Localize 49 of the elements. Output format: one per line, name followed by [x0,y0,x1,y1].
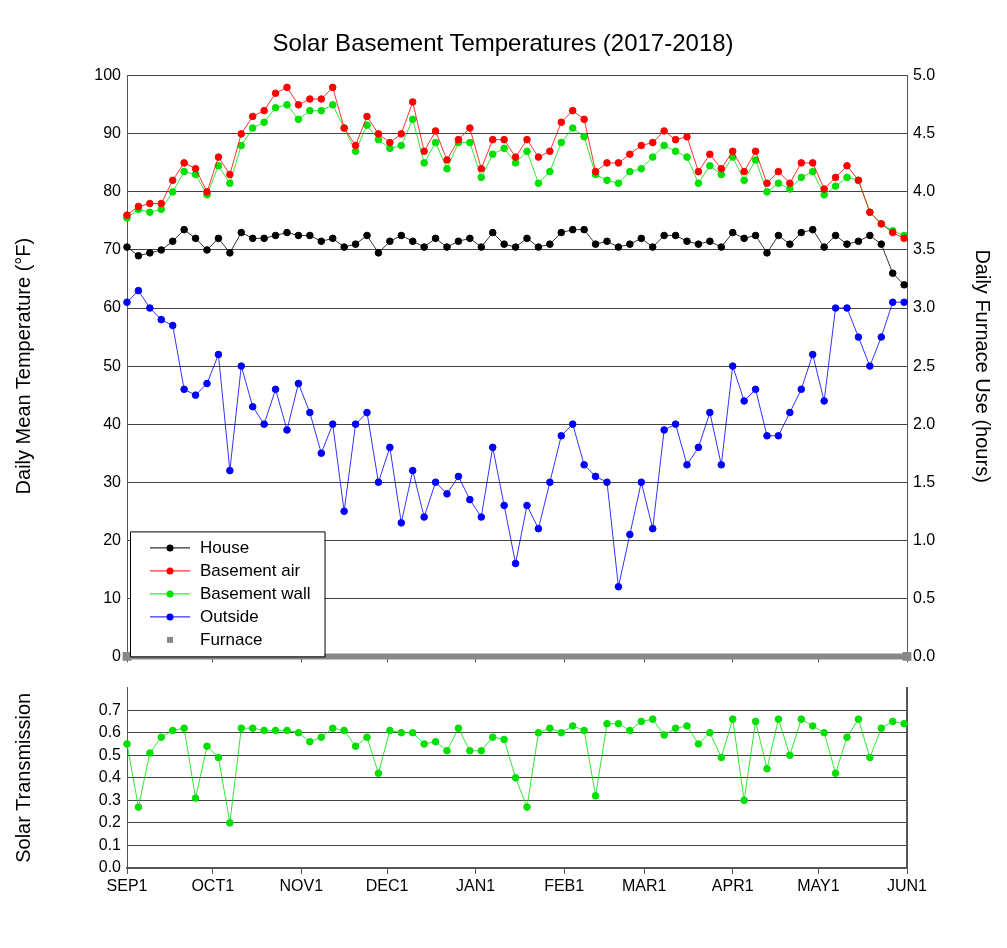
chart-title: Solar Basement Temperatures (2017-2018) [272,29,734,57]
y-tick-label: 30 [103,472,122,490]
y-tick-label: 60 [103,298,122,316]
y2-tick-label: 2.5 [913,356,936,374]
y-tick-label: 0.3 [98,790,122,808]
y-tick-label: 0.4 [98,768,122,786]
x-tick-label: MAR1 [621,877,667,895]
y-tick-label: 0.2 [98,813,122,831]
x-tick-label: MAY1 [797,877,840,895]
y2-tick-label: 3.5 [913,240,936,258]
y-tick-label: 90 [103,124,122,142]
legend-label: Basement wall [200,583,311,603]
x-tick-label: SEP1 [106,877,148,895]
y-tick-label: 50 [103,356,122,374]
y-tick-label: 0.7 [98,700,122,718]
y-tick-label: 80 [103,182,122,200]
y-tick-label: 0 [112,646,122,664]
y-tick-label: 0.1 [98,835,122,853]
legend-label: Outside [200,606,259,626]
y-tick-label: 0.6 [98,723,122,741]
x-tick-label: JUN1 [886,877,928,895]
legend-label: Furnace [200,629,263,649]
x-tick-label: OCT1 [191,877,235,895]
y-tick-label: 0.5 [98,745,122,763]
y-tick-label: 70 [103,240,122,258]
y2-tick-label: 2.0 [913,414,936,432]
y-axis-title: Daily Mean Temperature (°F) [11,237,34,495]
y2-tick-label: 1.5 [913,472,936,490]
y2-tick-label: 0.5 [913,588,936,606]
y2-tick-label: 3.0 [913,298,936,316]
legend-label: Basement air [200,560,301,580]
y-axis-title: Solar Transmission [11,692,34,863]
y2-tick-label: 4.5 [913,124,936,142]
x-tick-label: JAN1 [456,877,496,895]
y-tick-label: 100 [94,66,122,84]
y-tick-label: 0.0 [98,858,122,876]
y-tick-label: 10 [103,588,122,606]
x-tick-label: FEB1 [544,877,585,895]
x-tick-label: APR1 [711,877,754,895]
y2-tick-label: 1.0 [913,530,936,548]
y2-axis-title: Daily Furnace Use (hours) [972,249,995,483]
y2-tick-label: 0.0 [913,646,936,664]
y2-tick-label: 5.0 [913,66,936,84]
x-tick-label: NOV1 [279,877,324,895]
y2-tick-label: 4.0 [913,182,936,200]
x-tick-label: DEC1 [365,877,409,895]
y-tick-label: 20 [103,530,122,548]
y-tick-label: 40 [103,414,122,432]
legend-label: House [200,537,250,557]
